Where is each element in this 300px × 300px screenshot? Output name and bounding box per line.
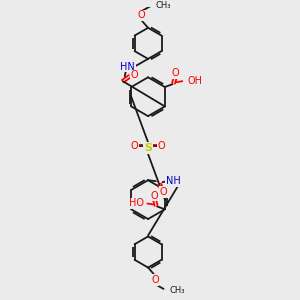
Text: HN: HN <box>120 61 135 72</box>
Text: S: S <box>144 143 152 153</box>
Text: CH₃: CH₃ <box>169 286 185 295</box>
Text: O: O <box>160 187 167 197</box>
Text: HO: HO <box>128 199 143 208</box>
Text: O: O <box>158 141 166 151</box>
Text: NH: NH <box>166 176 181 186</box>
Text: O: O <box>151 275 159 285</box>
Text: O: O <box>150 191 158 201</box>
Text: O: O <box>137 10 145 20</box>
Text: O: O <box>131 70 138 80</box>
Text: CH₃: CH₃ <box>156 1 171 10</box>
Text: O: O <box>172 68 179 78</box>
Text: OH: OH <box>187 76 202 86</box>
Text: O: O <box>131 141 138 151</box>
